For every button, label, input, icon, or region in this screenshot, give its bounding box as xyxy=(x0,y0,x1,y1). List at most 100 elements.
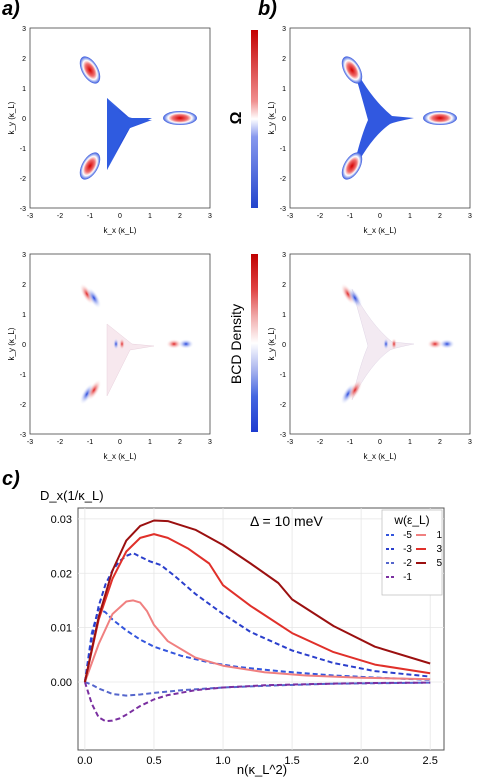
xlabel-a-bottom: k_x (κ_L) xyxy=(104,452,137,461)
legend-label: 3 xyxy=(436,544,442,555)
map-ticks: -3 -2 -1 0 1 2 3 -3 -2 -1 0 1 2 3 -3 -2 -1 0 1 2 3 -3 -2 -1 0 1 2 3… xyxy=(20,26,472,446)
x-tick-label: 2.0 xyxy=(353,755,368,767)
map-xtick: 0 xyxy=(118,439,122,446)
lobe-upper-b xyxy=(341,56,363,84)
map-panels: Ω BCD Density k_y (κ_L) k_x (κ_L) k_y (κ… xyxy=(7,26,472,461)
y-tick-label: 0.03 xyxy=(51,514,72,526)
map-xtick: 0 xyxy=(118,213,122,220)
legend-label: -3 xyxy=(403,544,412,555)
series-line--5 xyxy=(83,607,431,683)
colorbar-bcd-label: BCD Density xyxy=(228,304,244,384)
chart-ylabel: D_x(1/κ_L) xyxy=(40,488,104,503)
map-xtick: 1 xyxy=(148,213,152,220)
legend-label: -2 xyxy=(403,558,412,569)
xlabel-a-top: k_x (κ_L) xyxy=(104,226,137,235)
panel-label-b: b) xyxy=(258,0,277,20)
x-tick-label: 0.0 xyxy=(77,755,92,767)
map-ytick: -3 xyxy=(20,206,26,213)
map-ytick: 2 xyxy=(22,282,26,289)
lobe-lower-a xyxy=(79,152,101,180)
map-xtick: -2 xyxy=(57,213,63,220)
x-tick-label: 1.5 xyxy=(284,755,299,767)
xlabel-b-top: k_x (κ_L) xyxy=(364,226,397,235)
map-xtick: -1 xyxy=(87,439,93,446)
map-b-bottom xyxy=(289,253,471,435)
y-tick-label: 0.00 xyxy=(51,677,72,689)
x-tick-label: 1.0 xyxy=(215,755,230,767)
map-xtick: 2 xyxy=(438,439,442,446)
ylabel-b-bottom: k_y (κ_L) xyxy=(267,327,276,360)
map-xtick: -1 xyxy=(347,213,353,220)
map-ytick: -3 xyxy=(280,206,286,213)
map-xtick: -2 xyxy=(317,439,323,446)
map-xtick: -1 xyxy=(347,439,353,446)
series-line-1 xyxy=(83,599,431,683)
series-line-5 xyxy=(83,519,431,683)
series-line--3 xyxy=(83,552,431,683)
ylabel-b-top: k_y (κ_L) xyxy=(267,101,276,134)
map-xtick: 3 xyxy=(208,439,212,446)
map-xtick: 3 xyxy=(468,439,472,446)
ylabel-a-top: k_y (κ_L) xyxy=(7,101,16,134)
lobe-lower-b xyxy=(341,152,363,180)
map-ytick: 3 xyxy=(22,252,26,259)
map-a-top xyxy=(29,27,211,209)
map-ytick: 1 xyxy=(282,312,286,319)
map-ytick: -1 xyxy=(280,146,286,153)
map-ytick: 1 xyxy=(22,312,26,319)
map-ytick: 3 xyxy=(282,252,286,259)
map-xtick: -3 xyxy=(27,439,33,446)
map-xtick: -3 xyxy=(287,213,293,220)
legend: w(ε_L) -5 -3 -2 -1 1 3 5 xyxy=(381,509,442,596)
map-xtick: 3 xyxy=(468,213,472,220)
map-xtick: -3 xyxy=(287,439,293,446)
map-xtick: 0 xyxy=(378,439,382,446)
xlabel-b-bottom: k_x (κ_L) xyxy=(364,452,397,461)
map-ytick: -1 xyxy=(280,372,286,379)
map-ytick: -2 xyxy=(20,402,26,409)
lobe-right-a xyxy=(163,111,197,125)
lobe-upper-a xyxy=(79,56,101,84)
legend-label: -5 xyxy=(403,530,412,541)
legend-title: w(ε_L) xyxy=(393,513,429,527)
map-ytick: 1 xyxy=(282,86,286,93)
panel-label-a: a) xyxy=(2,0,20,20)
map-ytick: 3 xyxy=(22,26,26,33)
map-xtick: -3 xyxy=(27,213,33,220)
colorbar-omega-label: Ω xyxy=(228,111,245,124)
map-ytick: -2 xyxy=(280,402,286,409)
lobe-right-b xyxy=(423,111,457,125)
map-ytick: 1 xyxy=(22,86,26,93)
x-tick-label: 2.5 xyxy=(423,755,438,767)
colorbar-bcd xyxy=(251,254,258,432)
series-line--1 xyxy=(83,681,431,723)
ylabel-a-bottom: k_y (κ_L) xyxy=(7,327,16,360)
map-b-top xyxy=(289,27,471,209)
map-xtick: -2 xyxy=(317,213,323,220)
map-ytick: -1 xyxy=(20,146,26,153)
axis-ticks: 0.0 0.5 1.0 1.5 2.0 2.5 0.00 0.01 0.02 0.03 xyxy=(51,514,438,767)
chart-xlabel: n(κ_L^2) xyxy=(237,762,287,777)
series-lines xyxy=(83,519,431,723)
map-xtick: 1 xyxy=(408,213,412,220)
panel-label-c: c) xyxy=(2,468,20,490)
map-ytick: -2 xyxy=(280,176,286,183)
map-xtick: -2 xyxy=(57,439,63,446)
map-a-bottom xyxy=(29,253,211,435)
map-ytick: -1 xyxy=(20,372,26,379)
y-tick-label: 0.02 xyxy=(51,568,72,580)
legend-label: 1 xyxy=(436,530,442,541)
bcd-chart: 0.0 0.5 1.0 1.5 2.0 2.5 0.00 0.01 0.02 0.03 D_x(1… xyxy=(40,488,445,777)
map-ytick: 0 xyxy=(282,116,286,123)
map-xtick: -1 xyxy=(87,213,93,220)
legend-label: 5 xyxy=(436,558,442,569)
map-ytick: -3 xyxy=(20,432,26,439)
map-xtick: 1 xyxy=(148,439,152,446)
map-ytick: 0 xyxy=(22,116,26,123)
map-xtick: 2 xyxy=(438,213,442,220)
map-xtick: 2 xyxy=(178,439,182,446)
map-ytick: 2 xyxy=(22,56,26,63)
delta-annotation: Δ = 10 meV xyxy=(250,513,323,529)
map-xtick: 2 xyxy=(178,213,182,220)
series-line-3 xyxy=(83,533,431,683)
